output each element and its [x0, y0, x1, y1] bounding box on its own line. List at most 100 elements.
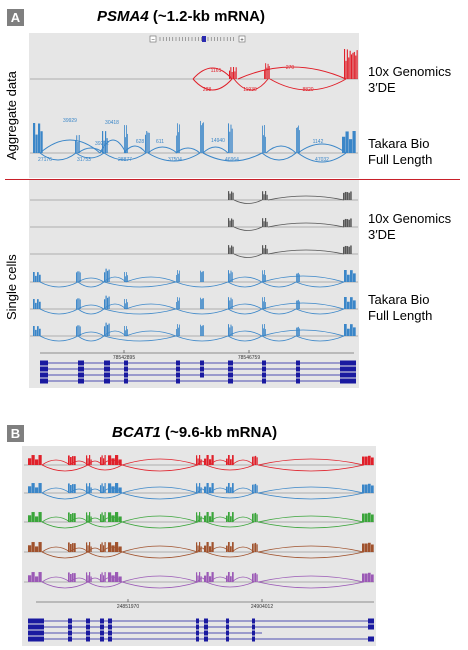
blue-coverage-bar	[230, 124, 232, 153]
blue-junction-arc	[147, 152, 201, 162]
bcat1-coverage-bar	[256, 485, 258, 493]
single-takara-coverage	[202, 298, 203, 309]
bcat1-gene-model-exon	[252, 624, 255, 630]
bcat1-coverage-bar	[196, 572, 198, 582]
bcat1-coverage-bar	[87, 486, 89, 493]
single-10x-arc	[233, 199, 263, 204]
blue-junction-arc	[39, 139, 101, 154]
bcat1-coverage-bar	[87, 545, 89, 552]
blue-junction-count: 611	[156, 139, 164, 145]
bcat1-junction-arc	[257, 464, 365, 472]
single-takara-coverage	[350, 297, 353, 309]
single-takara-coverage	[265, 329, 266, 336]
single-10x-arc	[233, 226, 263, 231]
red-junction-count: 1161	[211, 68, 222, 74]
single-takara-coverage	[39, 301, 41, 309]
bcat1-gene-model-exon	[252, 618, 255, 624]
single-takara-arc	[261, 329, 345, 337]
blue-coverage-bar	[105, 131, 107, 153]
bcat1-coverage-bar	[28, 458, 32, 465]
single-10x-coverage	[265, 245, 267, 254]
gene-model-exon	[104, 366, 110, 372]
single-takara-coverage	[76, 299, 77, 309]
bcat1-coverage-bar	[211, 483, 214, 493]
bcat1-coverage-bar	[118, 546, 122, 552]
bcat1-junction-arc	[197, 547, 207, 553]
single-10x-coverage	[350, 191, 352, 200]
red-coverage-bar	[355, 55, 357, 79]
single-takara-coverage	[105, 268, 107, 282]
bcat1-coverage-bar	[28, 575, 32, 582]
single-takara-coverage	[104, 299, 106, 309]
single-takara-coverage	[126, 299, 127, 309]
single-takara-coverage	[76, 272, 77, 282]
bcat1-coverage-bar	[255, 542, 257, 552]
red-coverage-bar	[344, 49, 346, 79]
gene-model-exon	[124, 372, 128, 378]
single-10x-coverage	[229, 247, 231, 254]
bcat1-gene-model-exon	[108, 630, 112, 636]
bcat1-junction-arc	[209, 546, 231, 553]
bcat1-coverage-bar	[111, 545, 115, 552]
bcat1-junction-arc	[197, 517, 207, 523]
bcat1-junction-arc	[87, 492, 123, 499]
single-takara-coverage	[262, 270, 263, 282]
single-takara-arc	[227, 303, 263, 310]
bcat1-coverage-bar	[100, 514, 102, 522]
gene-model-exon	[296, 360, 300, 366]
blue-coverage-bar	[125, 137, 126, 153]
single-takara-coverage	[126, 272, 127, 282]
bcat1-coverage-bar	[111, 486, 115, 493]
bcat1-junction-arc	[87, 488, 103, 494]
bcat1-junction-arc	[121, 492, 199, 500]
bcat1-junction-arc	[231, 459, 255, 466]
bcat1-coverage-bar	[196, 542, 198, 552]
bcat1-junction-arc	[101, 546, 123, 553]
bcat1-junction-arc	[121, 464, 199, 472]
bcat1-junction-arc	[121, 575, 199, 583]
bcat1-junction-arc	[69, 460, 89, 466]
single-takara-coverage	[262, 297, 263, 309]
label-10x-single: 10x Genomics 3′DE	[368, 211, 452, 242]
bcat1-coverage-bar	[232, 542, 234, 552]
blue-junction-count: 28877	[118, 157, 132, 163]
red-coverage-bar	[230, 67, 232, 79]
single-takara-coverage	[79, 326, 81, 336]
bcat1-junction-arc	[41, 581, 89, 589]
gene-model-exon	[340, 366, 356, 372]
bcat1-coverage-bar	[35, 576, 39, 582]
single-10x-coverage	[344, 191, 347, 200]
single-takara-arc	[77, 308, 105, 315]
single-10x-arc	[267, 249, 345, 255]
bcat1-junction-arc	[197, 577, 207, 583]
bcat1-coverage-bar	[68, 572, 70, 582]
bcat1-junction-arc	[41, 516, 71, 523]
single-takara-arc	[103, 281, 177, 288]
bcat1-coverage-bar	[196, 483, 198, 493]
gene-model-exon	[262, 366, 266, 372]
gene-model-exon	[228, 378, 233, 384]
red-coverage-bar	[235, 67, 237, 79]
single-takara-coverage	[108, 296, 110, 309]
bcat1-coverage-bar	[371, 574, 374, 582]
single-takara-coverage	[107, 270, 109, 282]
single-10x-coverage	[263, 221, 265, 227]
bcat1-coverage-bar	[86, 542, 88, 552]
bcat1-junction-arc	[121, 486, 199, 494]
single-takara-coverage	[264, 270, 265, 282]
bcat1-gene-model-exon	[68, 618, 72, 624]
bcat1-coverage-bar	[362, 456, 365, 465]
single-takara-arc	[103, 276, 127, 283]
bcat1-coverage-bar	[89, 512, 91, 522]
single-10x-coverage	[344, 245, 347, 254]
blue-junction-count: 46964	[225, 157, 239, 163]
bcat1-coverage-bar	[226, 458, 228, 465]
bcat1-coverage-bar	[228, 572, 230, 582]
single-takara-arc	[261, 308, 297, 315]
single-takara-coverage	[298, 272, 299, 282]
single-takara-coverage	[104, 272, 106, 282]
gene-model-exon	[40, 378, 48, 384]
single-10x-coverage	[263, 248, 265, 254]
bcat1-junction-arc	[209, 459, 231, 466]
bcat1-coverage-bar	[206, 512, 209, 522]
